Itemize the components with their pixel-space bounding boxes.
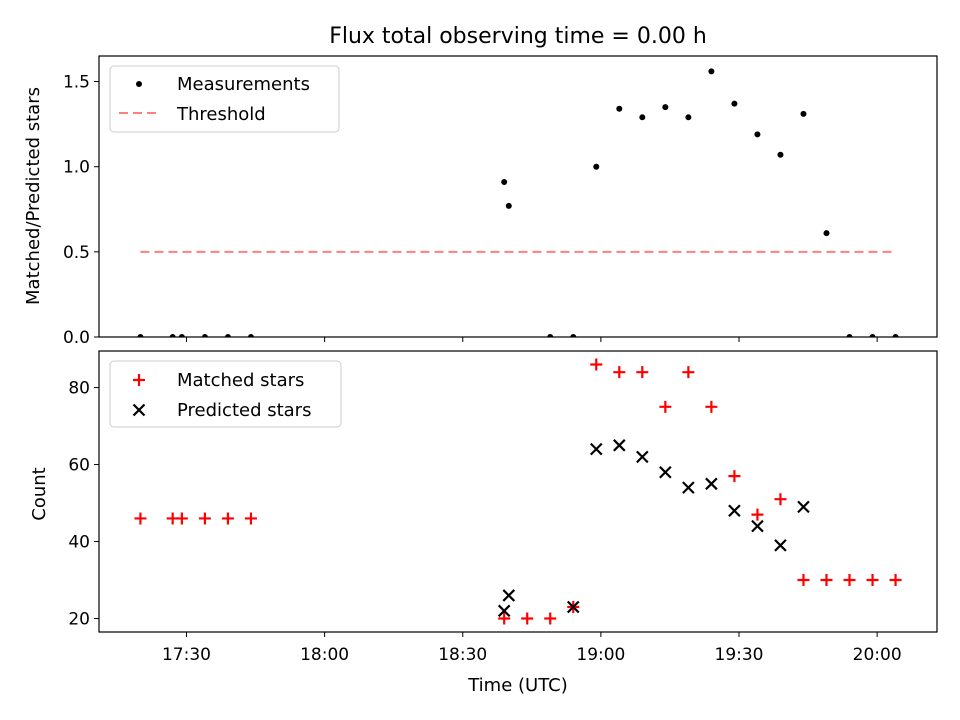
matched-star-point (728, 470, 741, 483)
matched-star-point (521, 612, 534, 625)
measurement-point (869, 334, 876, 337)
bottom-y-tick-label: 80 (68, 379, 90, 399)
top-panel: 0.0 0.5 1.0 1.5 Measurements Threshold (63, 55, 938, 348)
matched-star-point (636, 366, 649, 379)
predicted-star-point (566, 600, 580, 614)
legend-measurements-marker (136, 81, 142, 87)
predicted-star-point (636, 450, 649, 464)
predicted-star-point (502, 589, 516, 602)
predicted-star-point (728, 504, 741, 518)
bottom-axes-frame (98, 350, 938, 633)
bottom-y-tick-label: 40 (68, 533, 90, 553)
measurement-point (169, 334, 176, 337)
matched-star-point (244, 512, 257, 525)
measurement-point (137, 334, 144, 337)
measurement-point (201, 334, 208, 337)
measurement-point (754, 131, 761, 138)
bottom-panel: 20 40 60 80 17:30 18:00 18:30 19:00 19:30 20:00 Ma… (68, 350, 938, 665)
legend-threshold-label: Threshold (176, 104, 266, 125)
predicted-star-point (705, 477, 718, 491)
matched-star-point (682, 366, 695, 379)
predicted-star-point (589, 442, 603, 456)
measurement-point (616, 105, 623, 112)
legend-measurements-label: Measurements (177, 74, 310, 95)
legend-predicted-marker (132, 403, 146, 417)
top-y-tick-label: 0.0 (63, 328, 90, 348)
measurement-point (593, 163, 600, 170)
measurement-point (178, 334, 185, 337)
matched-star-point (820, 574, 833, 587)
matched-star-point (889, 574, 902, 587)
predicted-star-point (682, 481, 695, 494)
bottom-y-axis-label: Count (29, 467, 50, 520)
measurement-point (662, 104, 669, 111)
measurement-point (505, 202, 512, 209)
bottom-x-tick-label: 17:30 (162, 645, 211, 665)
matched-star-point (613, 366, 626, 379)
bottom-legend-box (109, 360, 342, 428)
matched-star-point (498, 612, 511, 625)
matched-star-point (198, 512, 211, 525)
bottom-x-tick-label: 19:00 (576, 645, 625, 665)
matched-star-point (705, 400, 718, 413)
measurement-point (846, 334, 853, 337)
measurement-point (224, 334, 231, 337)
bottom-x-tick-label: 20:00 (853, 645, 902, 665)
measurement-point (892, 334, 899, 337)
matched-star-point (659, 400, 672, 413)
top-y-axis-label: Matched/Predicted stars (23, 87, 44, 305)
bottom-x-tick-label: 19:30 (715, 645, 764, 665)
legend-predicted-label: Predicted stars (177, 400, 311, 421)
top-y-tick-label: 1.0 (63, 158, 90, 178)
top-y-tick-label: 1.5 (63, 73, 90, 93)
measurement-point (685, 114, 692, 121)
matched-star-point (751, 508, 764, 521)
matched-star-point (221, 512, 234, 525)
top-legend: Measurements Threshold (109, 65, 340, 133)
measurement-point (800, 110, 807, 117)
measurement-point (731, 100, 738, 107)
matched-star-point (544, 612, 557, 625)
top-legend-box (109, 65, 340, 133)
predicted-star-point (797, 500, 810, 514)
measurement-point (777, 151, 784, 158)
matched-star-point (134, 512, 147, 525)
top-axes-frame (98, 55, 938, 338)
matched-star-point (797, 574, 810, 587)
measurement-point (547, 334, 554, 337)
bottom-y-tick-label: 60 (68, 456, 90, 476)
top-plot-data (137, 68, 899, 337)
bottom-x-tick-label: 18:00 (300, 645, 349, 665)
bottom-y-tick-label: 20 (68, 610, 90, 630)
matched-star-point (175, 512, 188, 525)
matched-star-point (774, 493, 787, 506)
top-y-tick-label: 0.5 (63, 243, 90, 263)
measurement-point (823, 230, 830, 237)
legend-matched-marker (133, 374, 145, 386)
legend-matched-label: Matched stars (177, 370, 304, 391)
bottom-x-tick-label: 18:30 (438, 645, 487, 665)
predicted-star-point (659, 465, 672, 479)
measurement-point (639, 114, 646, 121)
matched-star-point (866, 574, 879, 587)
measurement-point (501, 179, 508, 186)
matched-star-point (590, 358, 603, 371)
bottom-legend: Matched stars Predicted stars (109, 360, 342, 428)
measurement-point (708, 68, 715, 75)
measurement-point (247, 334, 254, 337)
predicted-star-point (774, 539, 787, 552)
x-axis-label: Time (UTC) (467, 675, 568, 696)
predicted-star-point (497, 604, 511, 618)
chart-title: Flux total observing time = 0.00 h (329, 24, 707, 49)
measurement-point (570, 334, 577, 337)
predicted-star-point (613, 439, 626, 452)
bottom-plot-data (134, 358, 902, 625)
matched-star-point (843, 574, 856, 587)
predicted-star-point (751, 519, 764, 533)
